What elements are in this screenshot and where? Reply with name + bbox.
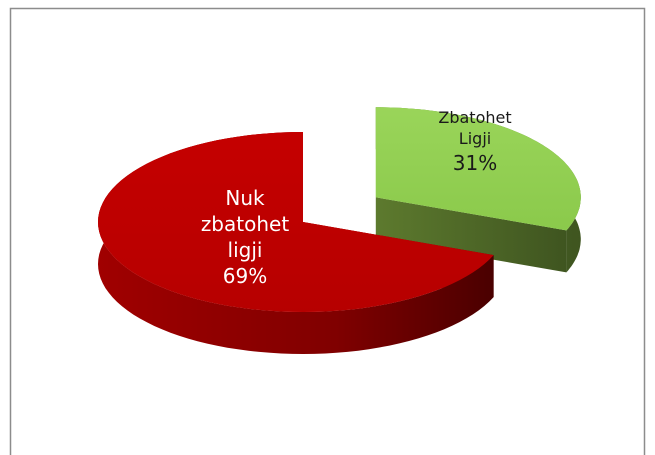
slice-cut-face <box>375 197 567 273</box>
value-label: 31% <box>452 150 498 175</box>
slice-label: Nuk zbatohet ligji 69% <box>190 185 300 289</box>
category-label: Nuk zbatohet ligji <box>200 186 290 262</box>
value-label: 69% <box>222 264 268 288</box>
frame <box>9 7 646 455</box>
slice-shade <box>98 132 494 312</box>
slice-label: Zbatohet Ligji 31% <box>430 108 520 176</box>
category-label: Zbatohet Ligji <box>438 108 512 148</box>
slice-shade <box>375 107 581 231</box>
